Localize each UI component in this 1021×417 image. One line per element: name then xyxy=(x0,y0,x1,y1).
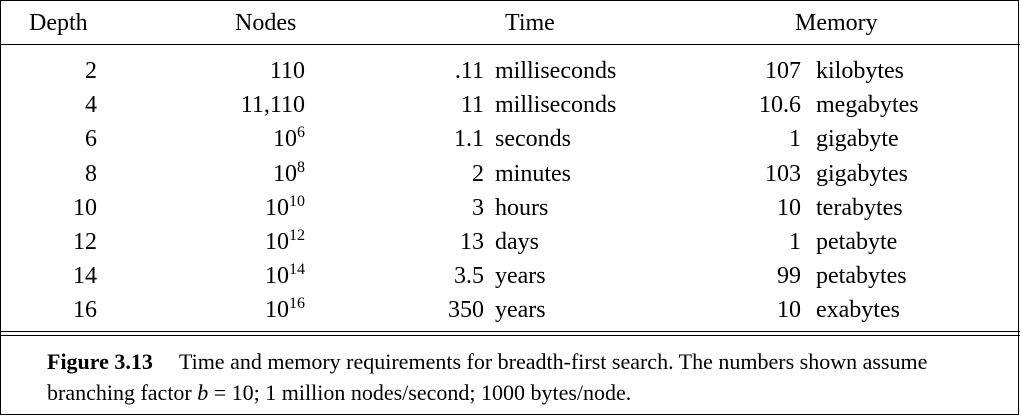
cell-memory-unit: petabyte xyxy=(816,229,898,255)
cell-time-unit: hours xyxy=(495,194,549,221)
nodes-exponent: 8 xyxy=(297,158,305,176)
cell-memory-value: 107 xyxy=(765,58,801,84)
caption-rule-bottom xyxy=(1,335,1020,336)
header-rule xyxy=(1,44,1020,45)
cell-depth: 8 xyxy=(85,160,97,187)
cell-memory-unit: terabytes xyxy=(816,194,903,221)
cell-time-unit: years xyxy=(495,297,546,324)
cell-time-unit: seconds xyxy=(495,126,571,153)
nodes-base: 10 xyxy=(265,229,289,255)
cell-nodes: 106 xyxy=(273,122,305,156)
cell-time-unit: milliseconds xyxy=(495,92,617,119)
cell-time-unit: years xyxy=(495,263,546,290)
cell-memory-value: 10.6 xyxy=(759,92,801,119)
header-memory: Memory xyxy=(795,10,878,36)
cell-time-unit: minutes xyxy=(495,160,571,187)
cell-depth: 6 xyxy=(85,126,97,153)
cell-depth: 12 xyxy=(73,229,97,255)
cell-nodes: 1014 xyxy=(265,259,305,293)
cell-time-value: 3 xyxy=(472,194,484,221)
table-row: 10 1010 3 hours 10 terabytes xyxy=(1,191,1020,225)
cell-nodes: 1010 xyxy=(265,191,305,225)
cell-memory-value: 1 xyxy=(789,126,801,153)
figure-caption: Figure 3.13 Time and memory requirements … xyxy=(47,346,1007,408)
cell-time-value: 13 xyxy=(460,229,484,255)
table-header-row: Depth Nodes Time Memory xyxy=(1,6,1020,40)
header-time: Time xyxy=(505,10,555,36)
caption-text-before: Time and memory requirements for breadth… xyxy=(47,349,928,405)
nodes-exponent: 12 xyxy=(289,227,305,244)
cell-time-value: 11 xyxy=(460,92,484,119)
cell-time-value: 2 xyxy=(472,160,484,187)
cell-time-value: 3.5 xyxy=(454,263,484,290)
cell-depth: 4 xyxy=(85,92,97,119)
cell-depth: 10 xyxy=(73,194,97,221)
cell-memory-unit: exabytes xyxy=(816,297,900,324)
cell-time-unit: milliseconds xyxy=(495,58,617,84)
cell-depth: 2 xyxy=(85,58,97,84)
table-row: 4 11,110 11 milliseconds 10.6 megabytes xyxy=(1,88,1020,122)
nodes-exponent: 10 xyxy=(289,192,305,210)
nodes-base: 10 xyxy=(273,160,297,187)
cell-memory-value: 10 xyxy=(777,194,801,221)
table-row: 14 1014 3.5 years 99 petabytes xyxy=(1,259,1020,293)
cell-nodes: 110 xyxy=(270,54,305,88)
caption-rule-top xyxy=(1,331,1020,332)
cell-memory-value: 1 xyxy=(789,229,801,255)
table-row: 2 110 .11 milliseconds 107 kilobytes xyxy=(1,54,1020,88)
table-row: 8 108 2 minutes 103 gigabytes xyxy=(1,157,1020,191)
cell-nodes: 11,110 xyxy=(241,88,305,122)
cell-nodes: 1012 xyxy=(265,225,305,259)
cell-depth: 16 xyxy=(73,297,97,324)
nodes-exponent: 14 xyxy=(289,261,305,279)
table-row: 16 1016 350 years 10 exabytes xyxy=(1,293,1020,327)
nodes-base: 110 xyxy=(269,58,305,84)
cell-memory-unit: gigabyte xyxy=(816,126,899,153)
cell-nodes: 1016 xyxy=(265,293,305,327)
cell-time-unit: days xyxy=(495,229,539,255)
nodes-base: 10 xyxy=(273,126,297,153)
cell-memory-value: 99 xyxy=(777,263,801,290)
figure-label: Figure 3.13 xyxy=(47,349,153,374)
table-row: 6 106 1.1 seconds 1 gigabyte xyxy=(1,122,1020,156)
nodes-base: 10 xyxy=(265,263,289,290)
cell-memory-unit: megabytes xyxy=(816,92,919,119)
nodes-base: 10 xyxy=(265,297,289,324)
caption-variable: b xyxy=(197,380,209,405)
cell-memory-unit: petabytes xyxy=(816,263,907,290)
cell-memory-value: 103 xyxy=(765,160,801,187)
cell-memory-value: 10 xyxy=(777,297,801,324)
cell-time-value: 350 xyxy=(448,297,484,324)
cell-time-value: .11 xyxy=(454,58,484,84)
cell-memory-unit: kilobytes xyxy=(816,58,904,84)
caption-text-after: = 10; 1 million nodes/second; 1000 bytes… xyxy=(208,380,632,405)
nodes-exponent: 16 xyxy=(289,295,305,313)
header-depth: Depth xyxy=(29,10,88,36)
cell-nodes: 108 xyxy=(273,157,305,191)
header-nodes: Nodes xyxy=(235,10,297,36)
nodes-base: 10 xyxy=(265,194,289,221)
nodes-exponent: 6 xyxy=(297,124,305,142)
cell-time-value: 1.1 xyxy=(454,126,484,153)
table-row: 12 1012 13 days 1 petabyte xyxy=(1,225,1020,259)
nodes-base: 11,110 xyxy=(240,92,305,119)
cell-depth: 14 xyxy=(73,263,97,290)
cell-memory-unit: gigabytes xyxy=(816,160,908,187)
